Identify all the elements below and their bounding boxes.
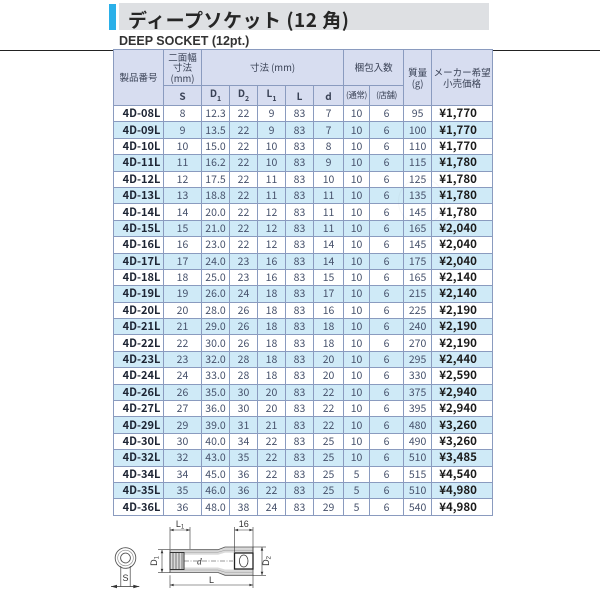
svg-text:D1: D1	[149, 555, 161, 566]
svg-text:L: L	[209, 575, 214, 585]
svg-text:L1: L1	[176, 519, 185, 531]
svg-text:d: d	[197, 558, 202, 568]
svg-text:S: S	[122, 573, 128, 583]
svg-text:D2: D2	[261, 555, 273, 566]
svg-text:16: 16	[239, 519, 249, 529]
